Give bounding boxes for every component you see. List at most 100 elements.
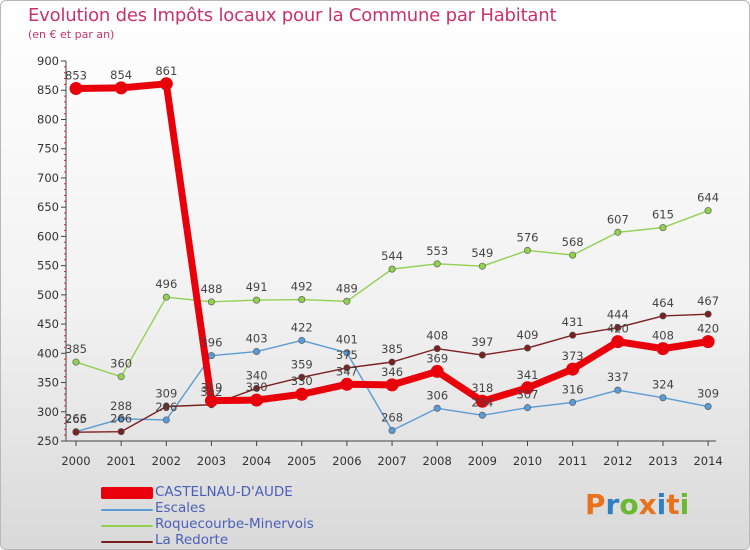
data-point-castelnau-d-aude bbox=[114, 81, 128, 95]
x-tick-label: 2006 bbox=[332, 454, 361, 468]
data-label-roquecourbe-minervois: 544 bbox=[381, 249, 403, 263]
legend-label: CASTELNAU-D'AUDE bbox=[155, 484, 293, 500]
data-label-la-redorte: 312 bbox=[200, 385, 222, 399]
x-tick-label: 2004 bbox=[242, 454, 271, 468]
chart-subtitle: (en € et par an) bbox=[28, 28, 115, 41]
data-point-escales bbox=[388, 426, 396, 434]
data-point-castelnau-d-aude bbox=[295, 387, 309, 401]
data-label-roquecourbe-minervois: 489 bbox=[336, 281, 358, 295]
legend-item: Escales bbox=[101, 500, 361, 517]
data-label-castelnau-d-aude: 346 bbox=[381, 365, 403, 379]
logo-letter: r bbox=[605, 488, 620, 521]
data-point-la-redorte bbox=[117, 428, 125, 436]
x-tick-label: 2010 bbox=[513, 454, 542, 468]
x-tick-label: 2014 bbox=[693, 454, 722, 468]
y-tick-label: 650 bbox=[37, 200, 59, 214]
data-label-castelnau-d-aude: 854 bbox=[110, 68, 132, 82]
data-point-roquecourbe-minervois bbox=[253, 296, 261, 304]
x-tick-label: 2013 bbox=[648, 454, 677, 468]
data-label-la-redorte: 464 bbox=[652, 296, 674, 310]
data-label-escales: 401 bbox=[336, 333, 358, 347]
data-label-roquecourbe-minervois: 615 bbox=[652, 208, 674, 222]
data-label-escales: 309 bbox=[697, 387, 719, 401]
data-label-castelnau-d-aude: 341 bbox=[517, 368, 539, 382]
legend-swatch bbox=[101, 487, 153, 499]
data-point-la-redorte bbox=[569, 331, 577, 339]
data-label-la-redorte: 309 bbox=[155, 387, 177, 401]
data-point-escales bbox=[298, 336, 306, 344]
data-point-escales bbox=[343, 349, 351, 357]
data-point-escales bbox=[207, 352, 215, 360]
data-point-castelnau-d-aude bbox=[611, 335, 625, 349]
data-point-castelnau-d-aude bbox=[656, 342, 670, 356]
data-point-escales bbox=[659, 394, 667, 402]
logo-letter: t bbox=[666, 488, 680, 521]
data-label-roquecourbe-minervois: 491 bbox=[246, 280, 268, 294]
legend-item: Roquecourbe-Minervois bbox=[101, 516, 361, 533]
data-point-roquecourbe-minervois bbox=[343, 297, 351, 305]
y-tick-label: 350 bbox=[37, 376, 59, 390]
data-label-la-redorte: 385 bbox=[381, 342, 403, 356]
data-point-escales bbox=[117, 415, 125, 423]
data-label-escales: 288 bbox=[110, 399, 132, 413]
proxiti-logo: Proxiti bbox=[585, 488, 689, 521]
x-tick-label: 2003 bbox=[197, 454, 226, 468]
data-label-castelnau-d-aude: 420 bbox=[607, 322, 629, 336]
x-tick-label: 2001 bbox=[107, 454, 136, 468]
data-point-castelnau-d-aude bbox=[701, 335, 715, 349]
data-label-castelnau-d-aude: 373 bbox=[562, 349, 584, 363]
legend-label: Escales bbox=[155, 500, 206, 516]
legend-label: Roquecourbe-Minervois bbox=[155, 516, 314, 532]
data-point-roquecourbe-minervois bbox=[72, 358, 80, 366]
data-label-la-redorte: 467 bbox=[697, 294, 719, 308]
y-tick-label: 550 bbox=[37, 259, 59, 273]
logo-letter: i bbox=[679, 488, 690, 521]
data-label-castelnau-d-aude: 369 bbox=[426, 351, 448, 365]
x-tick-label: 2008 bbox=[423, 454, 452, 468]
data-point-la-redorte bbox=[433, 345, 441, 353]
data-point-roquecourbe-minervois bbox=[659, 224, 667, 232]
data-label-escales: 403 bbox=[246, 332, 268, 346]
data-point-escales bbox=[162, 416, 170, 424]
data-label-castelnau-d-aude: 420 bbox=[697, 322, 719, 336]
y-tick-label: 250 bbox=[37, 434, 59, 448]
data-point-roquecourbe-minervois bbox=[298, 296, 306, 304]
legend-item: CASTELNAU-D'AUDE bbox=[101, 484, 361, 501]
data-point-escales bbox=[614, 386, 622, 394]
x-tick-label: 2002 bbox=[152, 454, 181, 468]
data-point-escales bbox=[478, 411, 486, 419]
data-label-castelnau-d-aude: 319 bbox=[200, 381, 222, 395]
data-label-escales: 266 bbox=[65, 412, 87, 426]
data-label-castelnau-d-aude: 861 bbox=[155, 64, 177, 78]
logo-letter: P bbox=[585, 488, 606, 521]
data-point-roquecourbe-minervois bbox=[478, 262, 486, 270]
data-point-roquecourbe-minervois bbox=[207, 298, 215, 306]
data-point-la-redorte bbox=[523, 344, 531, 352]
data-label-roquecourbe-minervois: 492 bbox=[291, 280, 313, 294]
data-label-castelnau-d-aude: 330 bbox=[291, 374, 313, 388]
legend-swatch bbox=[101, 525, 153, 527]
data-point-castelnau-d-aude bbox=[340, 377, 354, 391]
data-label-escales: 422 bbox=[291, 320, 313, 334]
y-tick-label: 700 bbox=[37, 171, 59, 185]
data-label-la-redorte: 375 bbox=[336, 348, 358, 362]
data-label-escales: 337 bbox=[607, 370, 629, 384]
data-point-roquecourbe-minervois bbox=[614, 228, 622, 236]
data-label-la-redorte: 359 bbox=[291, 357, 313, 371]
x-tick-label: 2000 bbox=[61, 454, 90, 468]
data-point-roquecourbe-minervois bbox=[523, 246, 531, 254]
data-point-escales bbox=[569, 398, 577, 406]
data-label-roquecourbe-minervois: 576 bbox=[517, 230, 539, 244]
logo-letter: o bbox=[619, 488, 639, 521]
y-tick-label: 300 bbox=[37, 405, 59, 419]
y-tick-label: 500 bbox=[37, 288, 59, 302]
data-point-la-redorte bbox=[343, 364, 351, 372]
logo-letter: x bbox=[638, 488, 657, 521]
data-point-la-redorte bbox=[704, 310, 712, 318]
data-point-la-redorte bbox=[614, 324, 622, 332]
legend-swatch bbox=[101, 509, 153, 511]
data-point-castelnau-d-aude bbox=[250, 393, 264, 407]
data-point-escales bbox=[523, 404, 531, 412]
y-tick-label: 400 bbox=[37, 346, 59, 360]
